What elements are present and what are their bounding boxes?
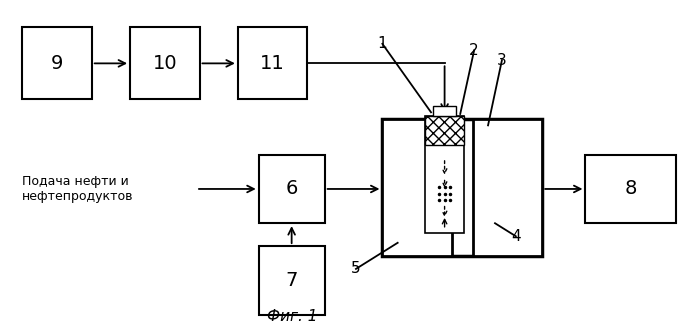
Text: 4: 4 [511,229,521,244]
Text: 6: 6 [285,179,298,198]
Text: 9: 9 [51,54,64,73]
Text: 5: 5 [351,262,361,276]
Bar [130,28,200,99]
Bar [238,28,307,99]
Bar [426,115,463,233]
Bar [259,246,325,315]
Bar [22,28,91,99]
Text: 2: 2 [469,43,479,58]
Text: 1: 1 [378,36,387,51]
Text: 7: 7 [285,271,298,290]
Bar [426,115,463,145]
Text: 3: 3 [497,53,507,67]
Text: Подача нефти и
нефтепродуктов: Подача нефти и нефтепродуктов [22,175,134,203]
Bar [383,119,542,256]
Bar [259,155,325,223]
Bar [473,119,542,256]
Text: 8: 8 [625,179,637,198]
Bar [433,106,456,115]
Text: 10: 10 [152,54,177,73]
Text: Фиг. 1: Фиг. 1 [267,309,318,324]
Bar [383,119,452,256]
Text: 11: 11 [260,54,285,73]
Bar [586,155,676,223]
